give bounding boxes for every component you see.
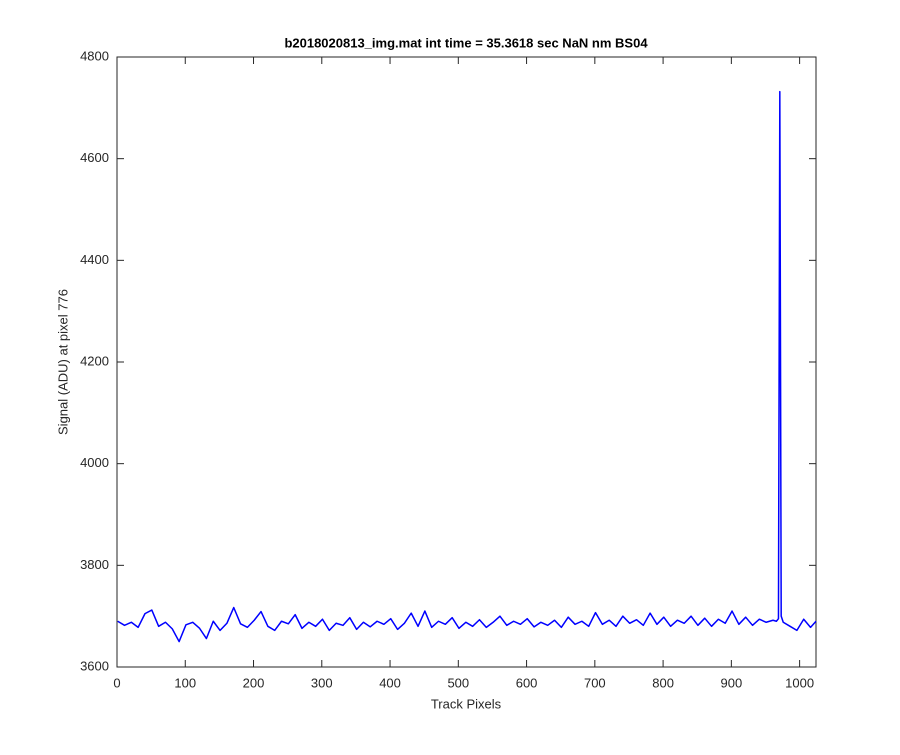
x-tick-label: 400: [379, 675, 401, 690]
y-tick-label: 4800: [80, 48, 109, 63]
x-tick-label: 200: [243, 675, 265, 690]
y-tick-label: 4600: [80, 150, 109, 165]
x-tick-label: 700: [584, 675, 606, 690]
data-line: [117, 90, 817, 643]
x-tick-label: 0: [113, 675, 120, 690]
x-tick-label: 900: [721, 675, 743, 690]
y-tick-label: 4400: [80, 252, 109, 267]
y-tick-label: 3600: [80, 658, 109, 673]
x-tick-label: 800: [652, 675, 674, 690]
y-axis-label: Signal (ADU) at pixel 776: [55, 289, 70, 435]
x-tick-label: 1000: [785, 675, 814, 690]
y-tick-label: 4000: [80, 455, 109, 470]
y-tick-label: 3800: [80, 557, 109, 572]
chart-title: b2018020813_img.mat int time = 35.3618 s…: [284, 35, 648, 50]
y-tick-label: 4200: [80, 353, 109, 368]
x-tick-label: 500: [447, 675, 469, 690]
x-tick-label: 100: [174, 675, 196, 690]
x-axis-label: Track Pixels: [431, 696, 502, 711]
x-tick-label: 300: [311, 675, 333, 690]
axes-box: [116, 56, 817, 668]
x-tick-label: 600: [516, 675, 538, 690]
